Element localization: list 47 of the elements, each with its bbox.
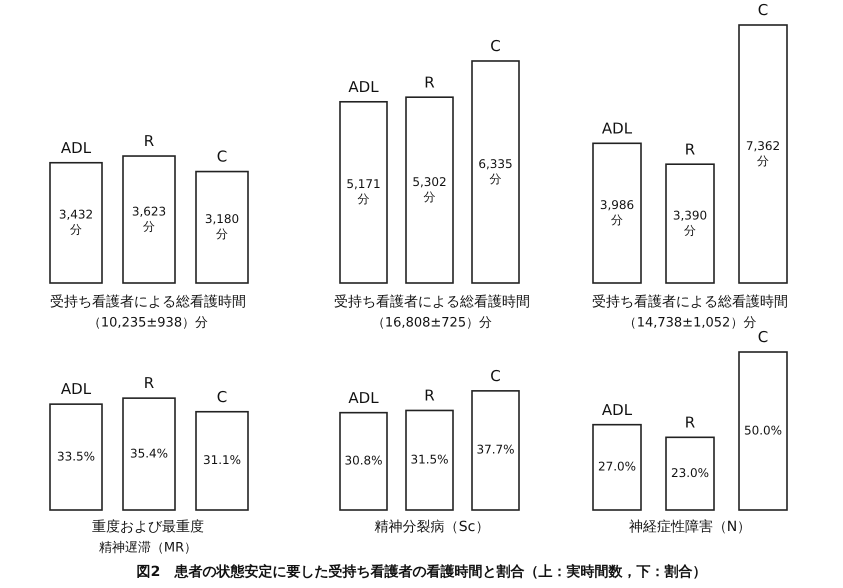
x-tick-label: C [758, 328, 768, 346]
data-label: 5,302 分 [412, 174, 447, 204]
x-tick-label: C [216, 148, 228, 166]
data-label: 3,623 分 [132, 204, 166, 234]
x-axis-title: 精神分裂病（Sc） [374, 518, 490, 535]
data-label: 37.7% [476, 442, 515, 457]
data-label: 50.0% [744, 423, 782, 438]
data-label: 33.5% [56, 449, 96, 464]
x-tick-label: C [490, 366, 501, 385]
x-axis-title: 受持ち看護者による総看護時間 [592, 294, 788, 310]
data-label: 31.1% [202, 453, 242, 468]
x-tick-label: R [144, 132, 154, 150]
text: 精神遅滞（MR） [98, 540, 198, 556]
x-tick-label: C [758, 1, 768, 20]
x-tick-label: R [424, 73, 435, 92]
x-tick-label: C [216, 388, 228, 406]
data-label: 3,390 分 [672, 208, 708, 238]
data-label: 3,180 分 [204, 212, 240, 242]
x-tick-label: ADL [602, 400, 633, 419]
data-label: 31.5% [410, 452, 449, 467]
data-label: 35.4% [130, 446, 168, 460]
text: （14,738±1,052）分 [624, 316, 756, 331]
data-label: 30.8% [344, 454, 383, 468]
data-label: 23.0% [670, 466, 710, 480]
x-tick-label: R [684, 413, 696, 432]
x-tick-label: R [144, 374, 154, 392]
data-label: 3,432 分 [58, 208, 94, 237]
x-tick-label: ADL [348, 388, 380, 407]
data-label: 3,986 分 [600, 198, 634, 227]
caption: 図2 患者の状態安定に要した受持ち看護者の看護時間と割合（上：実時間数，下：割合） [136, 562, 706, 580]
data-label: 6,335 分 [478, 156, 513, 186]
data-label: 27.0% [598, 460, 636, 474]
x-axis-title: 受持ち看護者による総看護時間 [50, 294, 246, 310]
x-tick-label: C [490, 37, 501, 56]
x-axis-title: 受持ち看護者による総看護時間 [334, 294, 530, 310]
x-tick-label: ADL [602, 119, 633, 138]
x-tick-label: ADL [348, 78, 380, 96]
x-axis-title: 重度および最重度 [92, 518, 204, 535]
data-label: 5,171 分 [346, 177, 381, 206]
data-label: 7,362 分 [746, 138, 780, 168]
x-axis-title: 神経症性障害（N） [628, 518, 752, 535]
x-tick-label: R [424, 386, 435, 405]
x-tick-label: ADL [60, 380, 92, 398]
x-tick-label: ADL [60, 138, 92, 157]
x-tick-label: R [684, 140, 696, 158]
text: （16,808±725）分 [372, 316, 492, 331]
text: （10,235±938）分 [88, 316, 208, 331]
